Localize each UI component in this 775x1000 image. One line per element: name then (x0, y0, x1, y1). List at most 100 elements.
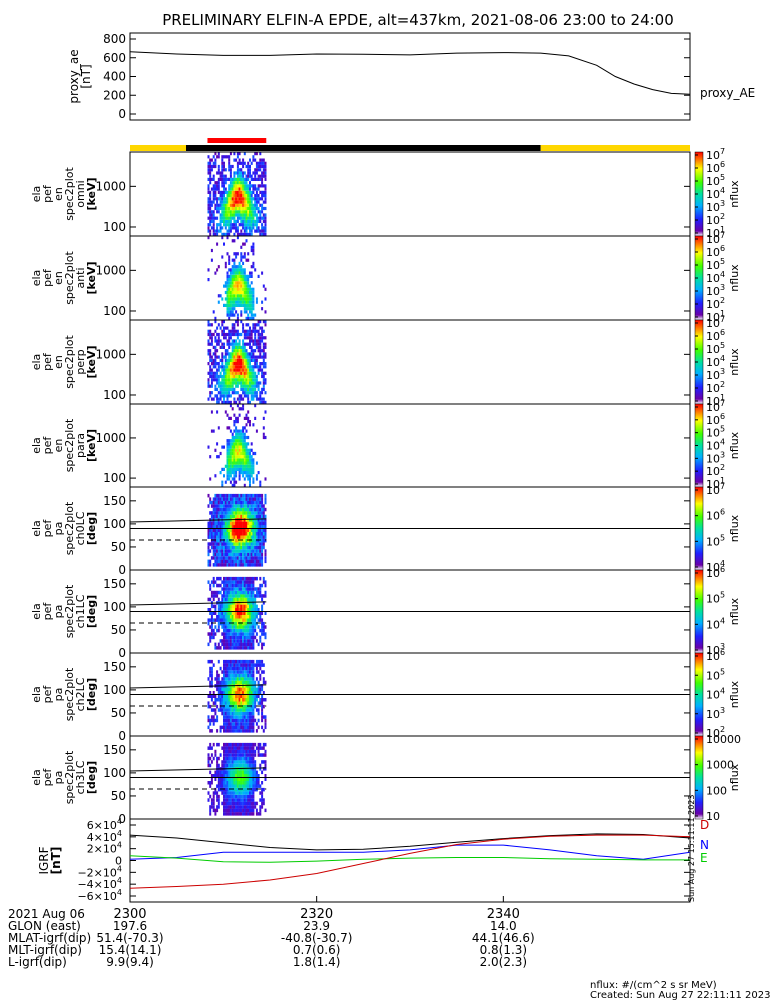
heat-cell (217, 538, 220, 543)
heat-cell (240, 268, 243, 272)
xtick-label: 2340 (487, 907, 520, 922)
heat-cell (221, 545, 224, 550)
heat-cell (212, 213, 215, 217)
heat-cell (242, 242, 245, 246)
heat-cell (212, 358, 215, 362)
heat-cell (242, 391, 245, 395)
heat-cell (236, 467, 239, 471)
heat-cell (231, 511, 234, 515)
table-cell: 0.8(1.3) (480, 943, 528, 957)
heat-cell (240, 255, 243, 259)
heat-cell (212, 216, 215, 220)
heat-cell (261, 718, 264, 723)
heat-cell (229, 300, 232, 304)
heat-cell (233, 400, 236, 404)
heat-cell (245, 729, 248, 733)
heat-cell (261, 545, 264, 550)
heat-cell (235, 252, 238, 256)
heat-cell (262, 632, 265, 636)
heat-cell (236, 435, 239, 440)
heat-cell (226, 477, 229, 481)
heat-cell (243, 542, 246, 546)
heat-cell (238, 594, 241, 598)
heat-cell (229, 164, 232, 169)
heat-cell (233, 542, 236, 546)
heat-cell (233, 729, 236, 733)
heat-cell (224, 514, 227, 519)
heat-cell (254, 608, 257, 612)
heat-cell (249, 355, 251, 359)
heat-cell (242, 281, 245, 285)
heat-cell (247, 659, 250, 664)
heat-cell (214, 181, 217, 185)
heat-cell (257, 381, 260, 385)
heat-cell (209, 365, 212, 369)
heat-cell (243, 345, 246, 349)
heat-cell (252, 339, 255, 343)
heat-cell (212, 556, 215, 560)
ylabel-line: en (52, 187, 65, 201)
heat-cell (245, 670, 248, 674)
heat-cell (245, 274, 248, 278)
heat-cell (247, 362, 250, 366)
heat-cell (223, 332, 225, 337)
heat-cell (245, 552, 248, 557)
heat-cell (210, 216, 213, 220)
heat-cell (236, 345, 239, 349)
heat-cell (217, 336, 220, 340)
heat-cell (231, 715, 234, 719)
heat-cell (254, 174, 257, 178)
heat-cell (247, 232, 250, 236)
heat-cell (240, 435, 243, 440)
heat-cell (229, 801, 232, 806)
heat-cell (224, 583, 227, 588)
heat-cell (219, 381, 222, 385)
heat-cell (224, 632, 227, 636)
heat-cell (243, 355, 246, 359)
heat-cell (231, 691, 234, 695)
heat-cell (217, 507, 220, 512)
heat-cell (238, 342, 241, 346)
heat-cell (228, 455, 231, 459)
heat-cell (214, 345, 217, 349)
heat-cell (255, 429, 258, 433)
heat-cell (252, 358, 255, 362)
heat-cell (247, 583, 250, 588)
heat-cell (261, 216, 264, 220)
heat-cell (209, 673, 212, 678)
heat-cell (240, 687, 243, 692)
heat-cell (207, 177, 210, 181)
heat-cell (229, 597, 232, 602)
heat-cell (262, 742, 265, 747)
heat-cell (223, 704, 225, 709)
heat-cell (216, 184, 219, 188)
heat-cell (212, 715, 215, 719)
heat-cell (229, 287, 232, 291)
status-bar (130, 138, 690, 151)
heat-cell (245, 774, 248, 778)
heat-cell (243, 197, 246, 201)
heat-cell (223, 556, 225, 560)
heat-cell (262, 329, 265, 333)
heat-cell (255, 339, 258, 343)
heat-cell (250, 345, 253, 349)
heat-cell (221, 210, 224, 214)
heat-cell (210, 777, 213, 781)
heat-cell (238, 332, 241, 337)
heat-cell (250, 310, 253, 314)
heat-cell (238, 532, 241, 536)
heat-cell (231, 307, 234, 311)
heat-cell (226, 694, 229, 698)
heat-cell (226, 371, 229, 375)
heat-cell (257, 504, 260, 508)
heat-cell (231, 458, 234, 462)
heat-cell (219, 781, 222, 785)
colorbar (694, 486, 704, 571)
heat-cell (254, 404, 257, 408)
heat-cell (238, 458, 241, 462)
heat-cell (212, 500, 215, 505)
heat-cell (207, 203, 210, 207)
heat-cell (249, 168, 251, 172)
heat-cell (247, 722, 250, 726)
heat-cell (229, 445, 232, 449)
